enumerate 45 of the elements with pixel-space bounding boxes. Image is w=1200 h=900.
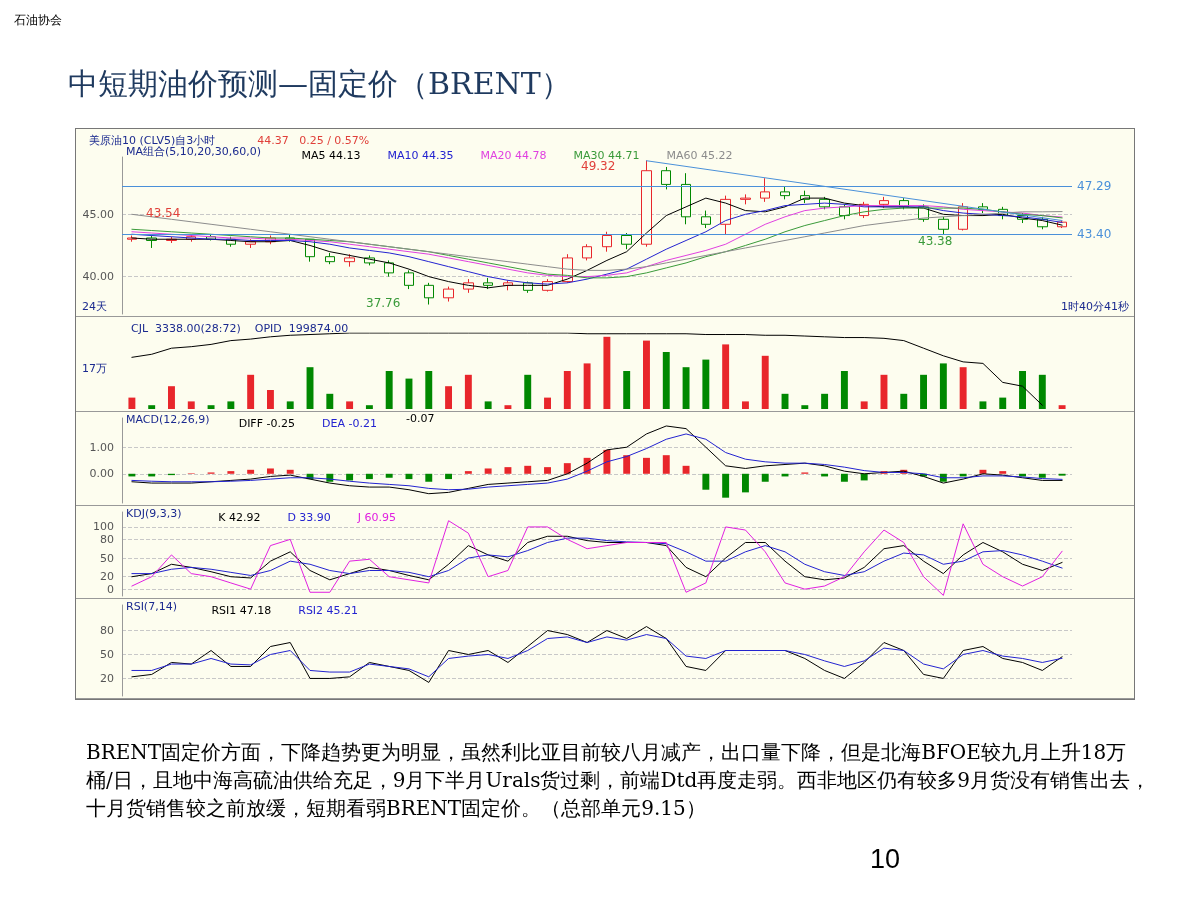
annotation: 49.32 bbox=[581, 159, 616, 173]
text: 24天 bbox=[82, 300, 107, 313]
text: MA20 44.78 bbox=[480, 149, 547, 162]
text: BRENT固定价方面，下降趋势更为明显，虽然利比亚目前较八月减产，出口量下降，但是北海BFOE较九月上升18万桶/日，且地中海高硫油供给充足，9月下半月Urals货过剩，前端Dtd再度走弱。西非地区仍有较多9月货没有销售出去，十月货销售较之前放缓，短期看弱BRENT固定价。（总部单元9.15） bbox=[86, 739, 1151, 822]
text: J 60.95 bbox=[356, 511, 397, 524]
y-tick-label: 100 bbox=[93, 520, 114, 534]
text: MA30 44.71 bbox=[573, 149, 640, 162]
y-tick-label: 20 bbox=[100, 570, 114, 584]
y-tick-label: 40.00 bbox=[82, 270, 114, 284]
text: D 33.90 bbox=[287, 511, 331, 524]
y-tick-label: 0.00 bbox=[89, 467, 114, 481]
legend-title: RSI(7,14) bbox=[126, 600, 177, 613]
text: DIFF -0.25 bbox=[238, 417, 295, 430]
ref-line-label: 47.29 bbox=[1077, 178, 1112, 193]
text: 17万 bbox=[82, 362, 107, 375]
y-tick-label: 50 bbox=[100, 551, 114, 565]
y-tick-label: 50 bbox=[100, 647, 114, 661]
text: RSI1 47.18 bbox=[211, 604, 272, 617]
annotation: 43.38 bbox=[918, 234, 953, 248]
annotation: -0.07 bbox=[406, 412, 435, 425]
text: K 42.92 bbox=[218, 511, 261, 524]
annotation: 1时40分41秒 bbox=[1061, 300, 1129, 313]
text: 10 bbox=[870, 844, 901, 875]
y-tick-label: 45.00 bbox=[82, 207, 114, 221]
legend-title: KDJ(9,3,3) bbox=[126, 507, 182, 520]
y-tick-label: 80 bbox=[100, 624, 114, 638]
text: RSI2 45.21 bbox=[298, 604, 359, 617]
legend-title: MA组合(5,10,20,30,60,0) bbox=[126, 145, 262, 158]
annotation: 37.76 bbox=[366, 296, 401, 310]
chart-subtitle: 44.37 0.25 / 0.57% bbox=[257, 134, 370, 147]
y-tick-label: 80 bbox=[100, 532, 114, 546]
text: 石油协会 bbox=[14, 12, 62, 29]
legend-title: MACD(12,26,9) bbox=[126, 413, 210, 426]
y-tick-label: 20 bbox=[100, 671, 114, 685]
text: MA10 44.35 bbox=[387, 149, 454, 162]
y-tick-label: 1.00 bbox=[89, 440, 114, 454]
text: MA60 45.22 bbox=[666, 149, 733, 162]
ref-line-label: 43.40 bbox=[1077, 227, 1112, 242]
text: MA5 44.13 bbox=[301, 149, 361, 162]
chart-title: CJL 3338.00(28:72) OPID 199874.00 bbox=[131, 322, 349, 335]
text: 中短期油价预测—固定价（BRENT） bbox=[68, 65, 571, 103]
text: DEA -0.21 bbox=[321, 417, 377, 430]
y-tick-label: 0 bbox=[107, 582, 114, 596]
chart-title: 美原油10 (CLV5)自3小时 bbox=[89, 134, 216, 147]
annotation: 43.54 bbox=[146, 206, 181, 220]
